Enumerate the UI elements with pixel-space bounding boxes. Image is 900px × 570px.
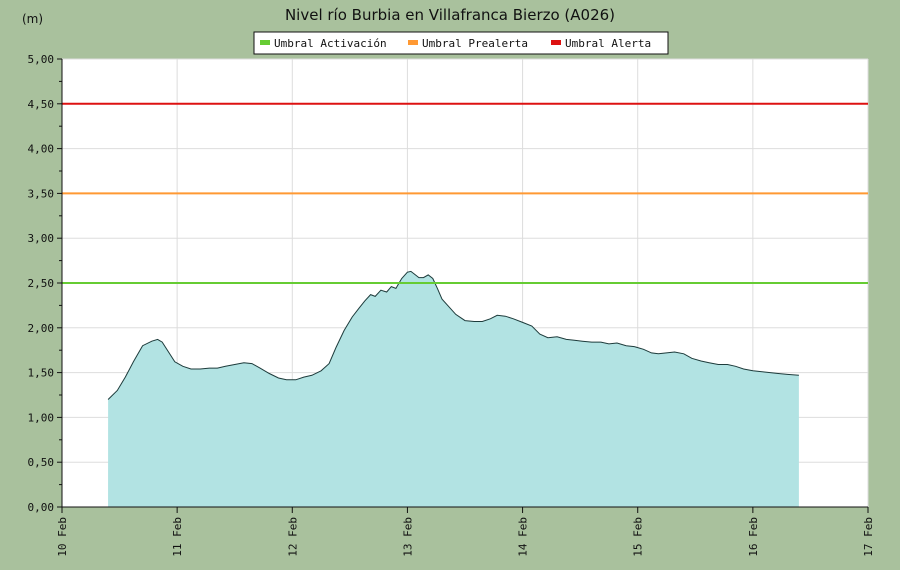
legend-swatch-alerta xyxy=(551,40,561,45)
legend-item-alerta: Umbral Alerta xyxy=(551,37,651,50)
x-tick-label: 12 Feb xyxy=(286,517,299,557)
y-tick-label: 5,00 xyxy=(28,53,55,66)
y-tick-label: 4,50 xyxy=(28,98,55,111)
y-tick-label: 1,50 xyxy=(28,367,55,380)
legend-item-activacion: Umbral Activación xyxy=(260,37,387,50)
y-tick-label: 4,00 xyxy=(28,143,55,156)
legend-box xyxy=(253,31,669,55)
x-tick-label: 15 Feb xyxy=(632,517,645,557)
x-tick-label: 11 Feb xyxy=(171,517,184,557)
x-tick-label: 14 Feb xyxy=(517,517,530,557)
legend-swatch-prealerta xyxy=(408,40,418,45)
legend-label-prealerta: Umbral Prealerta xyxy=(422,37,528,50)
x-tick-label: 13 Feb xyxy=(401,517,414,557)
chart-title: Nivel río Burbia en Villafranca Bierzo (… xyxy=(285,6,615,24)
legend-label-alerta: Umbral Alerta xyxy=(565,37,651,50)
y-tick-label: 3,00 xyxy=(28,232,55,245)
y-tick-label: 2,00 xyxy=(28,322,55,335)
series-area xyxy=(108,271,799,507)
threshold-lines xyxy=(62,102,868,284)
y-tick-labels: 0,00 0,50 1,00 1,50 2,00 2,50 3,00 3,50 4,00 4,50… xyxy=(28,53,55,514)
y-axis-unit: (m) xyxy=(22,12,43,26)
legend-swatch-activacion xyxy=(260,40,270,45)
y-tick-label: 2,50 xyxy=(28,277,55,290)
legend-item-prealerta: Umbral Prealerta xyxy=(408,37,528,50)
legend-label-activacion: Umbral Activación xyxy=(274,37,387,50)
x-tick-label: 16 Feb xyxy=(747,517,760,557)
axes xyxy=(57,58,869,513)
x-tick-labels: 10 Feb 11 Feb 12 Feb 13 Feb 14 Feb 15 Feb 16 F… xyxy=(56,517,875,557)
series-line xyxy=(107,270,799,400)
x-tick-label: 10 Feb xyxy=(56,517,69,557)
y-tick-label: 0,50 xyxy=(28,456,55,469)
y-tick-label: 0,00 xyxy=(28,501,55,514)
y-tick-label: 1,00 xyxy=(28,411,55,424)
legend: Umbral Activación Umbral Prealerta Umbra… xyxy=(253,31,669,55)
x-tick-label: 17 Feb xyxy=(862,517,875,557)
y-tick-label: 3,50 xyxy=(28,187,55,200)
